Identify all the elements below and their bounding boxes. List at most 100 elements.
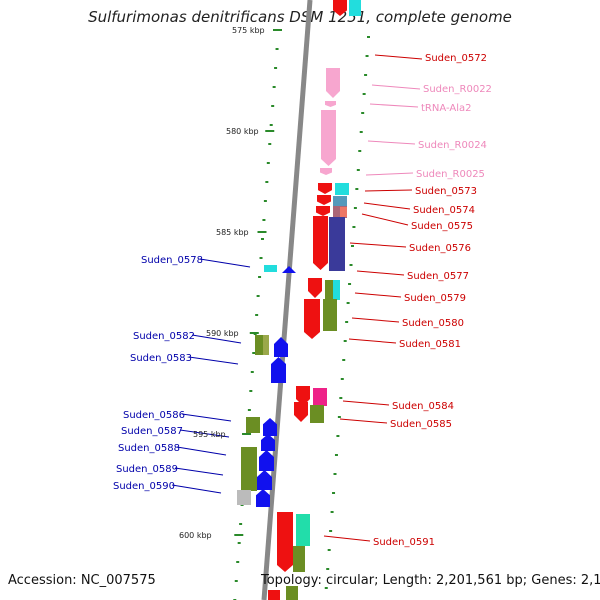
forward-gene-label: Suden_0580 — [402, 318, 464, 329]
accession-text: Accession: NC_007575 — [8, 573, 156, 588]
forward-gene-label: Suden_0585 — [390, 419, 452, 430]
leader-line — [365, 172, 414, 176]
gene-arrow — [296, 386, 310, 406]
gene-arrow — [333, 0, 347, 16]
forward-gene-label: Suden_0574 — [413, 205, 475, 216]
gene-arrow — [261, 434, 275, 451]
domain-box — [323, 299, 337, 331]
domain-box — [310, 405, 324, 423]
domain-box — [286, 586, 298, 600]
leader-line — [188, 356, 239, 365]
forward-gene-label: Suden_0584 — [392, 401, 454, 412]
gene-arrow — [304, 299, 320, 339]
forward-gene-label: Suden_R0024 — [418, 140, 487, 151]
domain-box — [264, 265, 277, 272]
domain-box — [313, 388, 327, 406]
gene-arrow — [257, 470, 272, 490]
gene-labels: Suden_0572 Suden_R0022 tRNA-Ala2 Suden_R002… — [113, 53, 492, 548]
reverse-gene-label: Suden_0588 — [118, 443, 180, 454]
leader-line — [339, 418, 388, 424]
scale-label: 585 kbp — [216, 228, 249, 237]
scale-labels: 575 kbp 580 kbp 585 kbp 590 kbp 595 kbp 600 k… — [179, 26, 265, 540]
forward-gene-label: Suden_0591 — [373, 537, 435, 548]
forward-gene-label: Suden_0577 — [407, 271, 469, 282]
forward-gene-label: Suden_R0025 — [416, 169, 485, 180]
reverse-gene-label: Suden_0587 — [121, 426, 183, 437]
leader-line — [342, 400, 390, 406]
gene-arrow — [318, 183, 332, 194]
leader-line — [363, 202, 411, 210]
forward-gene-label: Suden_0579 — [404, 293, 466, 304]
forward-gene-label: Suden_0573 — [415, 186, 477, 197]
map-title: Sulfurimonas denitrificans DSM 1251, com… — [88, 8, 512, 26]
domain-box — [263, 335, 269, 355]
gene-arrow — [256, 489, 270, 507]
gene-arrow — [259, 450, 274, 471]
gene-arrow — [317, 195, 331, 205]
leader-line — [179, 429, 230, 438]
domain-box — [329, 217, 345, 271]
reverse-gene-label: Suden_0583 — [130, 353, 192, 364]
reverse-gene-label: Suden_0578 — [141, 255, 203, 266]
forward-gene-label: Suden_0576 — [409, 243, 471, 254]
gene-arrow — [268, 590, 280, 600]
scale-label: 575 kbp — [232, 26, 265, 35]
leader-line — [374, 54, 423, 60]
gene-arrow — [294, 402, 308, 422]
domain-box — [333, 280, 340, 300]
leader-line — [369, 103, 419, 108]
domain-box — [349, 0, 361, 16]
reverse-gene-label: Suden_0586 — [123, 410, 185, 421]
leader-line — [351, 317, 400, 323]
forward-gene-label: Suden_0581 — [399, 339, 461, 350]
domain-box — [293, 546, 305, 572]
gene-arrow — [271, 357, 286, 383]
leader-line — [348, 338, 397, 344]
leader-line — [171, 484, 222, 494]
reverse-gene-label: Suden_0582 — [133, 331, 195, 342]
leader-line — [181, 413, 232, 422]
rna-arrow — [320, 168, 332, 175]
domain-box — [335, 183, 349, 195]
rna-arrow — [321, 110, 336, 166]
leader-line — [176, 446, 227, 456]
gene-arrow — [316, 206, 330, 216]
gene-arrow — [277, 512, 293, 572]
rna-arrow — [326, 68, 340, 98]
domain-box — [246, 417, 260, 433]
forward-gene-label: Suden_0575 — [411, 221, 473, 232]
leader-line — [354, 292, 402, 298]
leader-line — [361, 213, 409, 226]
label-leaders — [171, 54, 423, 542]
domain-box — [241, 447, 257, 491]
genome-summary-text: Topology: circular; Length: 2,201,561 bp… — [261, 573, 600, 588]
scale-label: 590 kbp — [206, 329, 239, 338]
leader-line — [191, 334, 242, 344]
scale-label: 600 kbp — [179, 531, 212, 540]
gene-features — [237, 0, 361, 600]
domain-box — [340, 207, 347, 217]
domain-box — [325, 280, 333, 300]
leader-line — [349, 242, 407, 248]
leader-line — [323, 535, 371, 542]
reverse-gene-label: Suden_0589 — [116, 464, 178, 475]
scale-label: 580 kbp — [226, 127, 259, 136]
leader-line — [371, 84, 421, 90]
domain-box — [333, 196, 347, 206]
domain-box — [296, 514, 310, 546]
leader-line — [364, 189, 413, 192]
gene-arrow — [313, 216, 328, 270]
forward-gene-label: tRNA-Ala2 — [421, 103, 471, 114]
gene-arrow — [282, 266, 296, 273]
forward-gene-label: Suden_R0022 — [423, 84, 492, 95]
leader-line — [199, 258, 251, 268]
rna-arrow — [325, 101, 336, 107]
scale-label: 595 kbp — [193, 430, 226, 439]
leader-line — [356, 270, 405, 276]
gene-arrow — [308, 278, 322, 298]
leader-line — [174, 467, 224, 476]
domain-box — [237, 490, 251, 505]
gene-arrow — [274, 337, 288, 357]
leader-line — [367, 140, 416, 145]
